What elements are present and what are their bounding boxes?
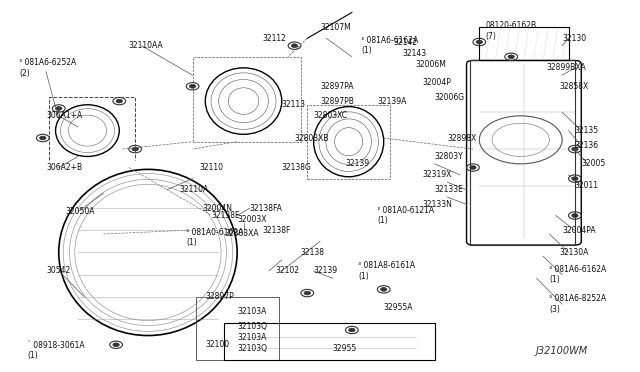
- Text: 32004PA: 32004PA: [562, 226, 596, 235]
- Text: 32103A: 32103A: [237, 333, 266, 342]
- Text: 32898X: 32898X: [447, 134, 477, 142]
- Text: 32138E: 32138E: [212, 211, 241, 220]
- Text: 32011: 32011: [575, 182, 599, 190]
- Text: ³ 081A6-6252A
(2): ³ 081A6-6252A (2): [19, 58, 77, 77]
- Circle shape: [304, 291, 310, 295]
- Text: 08120-6162B
(7): 08120-6162B (7): [486, 21, 537, 41]
- Circle shape: [189, 84, 196, 88]
- Text: ³ 081A6-8252A
(3): ³ 081A6-8252A (3): [549, 295, 607, 314]
- Text: 32135: 32135: [575, 126, 599, 135]
- Circle shape: [56, 107, 62, 110]
- Circle shape: [572, 147, 578, 151]
- Text: 32103Q: 32103Q: [237, 344, 267, 353]
- Text: 32138: 32138: [301, 248, 325, 257]
- Text: ³ 081A0-6121A
(1): ³ 081A0-6121A (1): [378, 206, 435, 225]
- Text: 30542: 30542: [46, 266, 70, 275]
- Text: 32803XA: 32803XA: [225, 230, 259, 238]
- Text: 32112: 32112: [262, 34, 287, 43]
- Text: 32142: 32142: [394, 38, 417, 46]
- Text: 32004P: 32004P: [422, 78, 451, 87]
- Text: 32955A: 32955A: [384, 303, 413, 312]
- Text: 32050A: 32050A: [65, 207, 95, 217]
- Text: 32130: 32130: [562, 34, 586, 43]
- Text: 32110: 32110: [199, 163, 223, 172]
- Text: 32107M: 32107M: [320, 23, 351, 32]
- Text: 32004N: 32004N: [202, 203, 232, 213]
- Text: 32006M: 32006M: [415, 60, 447, 69]
- Text: 32003X: 32003X: [237, 215, 267, 224]
- Text: 32803XB: 32803XB: [294, 134, 329, 142]
- Text: ³ 081A0-6162A
(1): ³ 081A0-6162A (1): [186, 228, 243, 247]
- Text: ³ 081A8-6161A
(1): ³ 081A8-6161A (1): [358, 261, 415, 280]
- Text: 306A1+A: 306A1+A: [46, 111, 83, 121]
- Text: 32897P: 32897P: [205, 292, 234, 301]
- Text: 32005: 32005: [581, 159, 605, 169]
- Text: 32110AA: 32110AA: [129, 41, 164, 50]
- Text: 32139: 32139: [314, 266, 338, 275]
- Circle shape: [113, 343, 119, 347]
- Text: 32143: 32143: [403, 49, 427, 58]
- Text: J32100WM: J32100WM: [536, 346, 588, 356]
- Text: 32139: 32139: [346, 159, 370, 169]
- Text: 32113: 32113: [282, 100, 306, 109]
- Text: 32138F: 32138F: [262, 226, 291, 235]
- Circle shape: [291, 44, 298, 48]
- Text: 306A2+B: 306A2+B: [46, 163, 82, 172]
- Text: 32103A: 32103A: [237, 307, 266, 316]
- Text: ´ 08918-3061A
(1): ´ 08918-3061A (1): [27, 341, 84, 360]
- Text: 32136: 32136: [575, 141, 599, 150]
- Circle shape: [572, 177, 578, 180]
- Circle shape: [349, 328, 355, 332]
- Circle shape: [40, 136, 46, 140]
- Text: 32319X: 32319X: [422, 170, 451, 179]
- Text: 32955: 32955: [333, 344, 357, 353]
- Text: 32100: 32100: [205, 340, 229, 349]
- Text: 32133E: 32133E: [435, 185, 463, 194]
- Circle shape: [470, 166, 476, 169]
- Text: 32803XC: 32803XC: [314, 111, 348, 121]
- Circle shape: [572, 214, 578, 217]
- Circle shape: [508, 55, 515, 59]
- Text: 32139A: 32139A: [378, 97, 407, 106]
- Circle shape: [132, 147, 138, 151]
- Text: 32133N: 32133N: [422, 200, 452, 209]
- Circle shape: [381, 288, 387, 291]
- Text: 32138G: 32138G: [282, 163, 312, 172]
- Text: ³ 081A6-6162A
(1): ³ 081A6-6162A (1): [549, 265, 607, 284]
- Text: 32138FA: 32138FA: [250, 203, 283, 213]
- Text: 32006G: 32006G: [435, 93, 465, 102]
- Text: 32899BXA: 32899BXA: [546, 63, 586, 72]
- Text: 32897PA: 32897PA: [320, 82, 353, 91]
- Text: 32102: 32102: [275, 266, 300, 275]
- Text: 32803Y: 32803Y: [435, 152, 463, 161]
- Circle shape: [116, 99, 122, 103]
- Text: ³ 081A6-6162A
(1): ³ 081A6-6162A (1): [362, 36, 419, 55]
- Text: 32897PB: 32897PB: [320, 97, 354, 106]
- Text: 32103Q: 32103Q: [237, 322, 267, 331]
- Text: 32858X: 32858X: [559, 82, 588, 91]
- Text: 32130A: 32130A: [559, 248, 588, 257]
- Circle shape: [476, 40, 483, 44]
- Text: 32110A: 32110A: [180, 185, 209, 194]
